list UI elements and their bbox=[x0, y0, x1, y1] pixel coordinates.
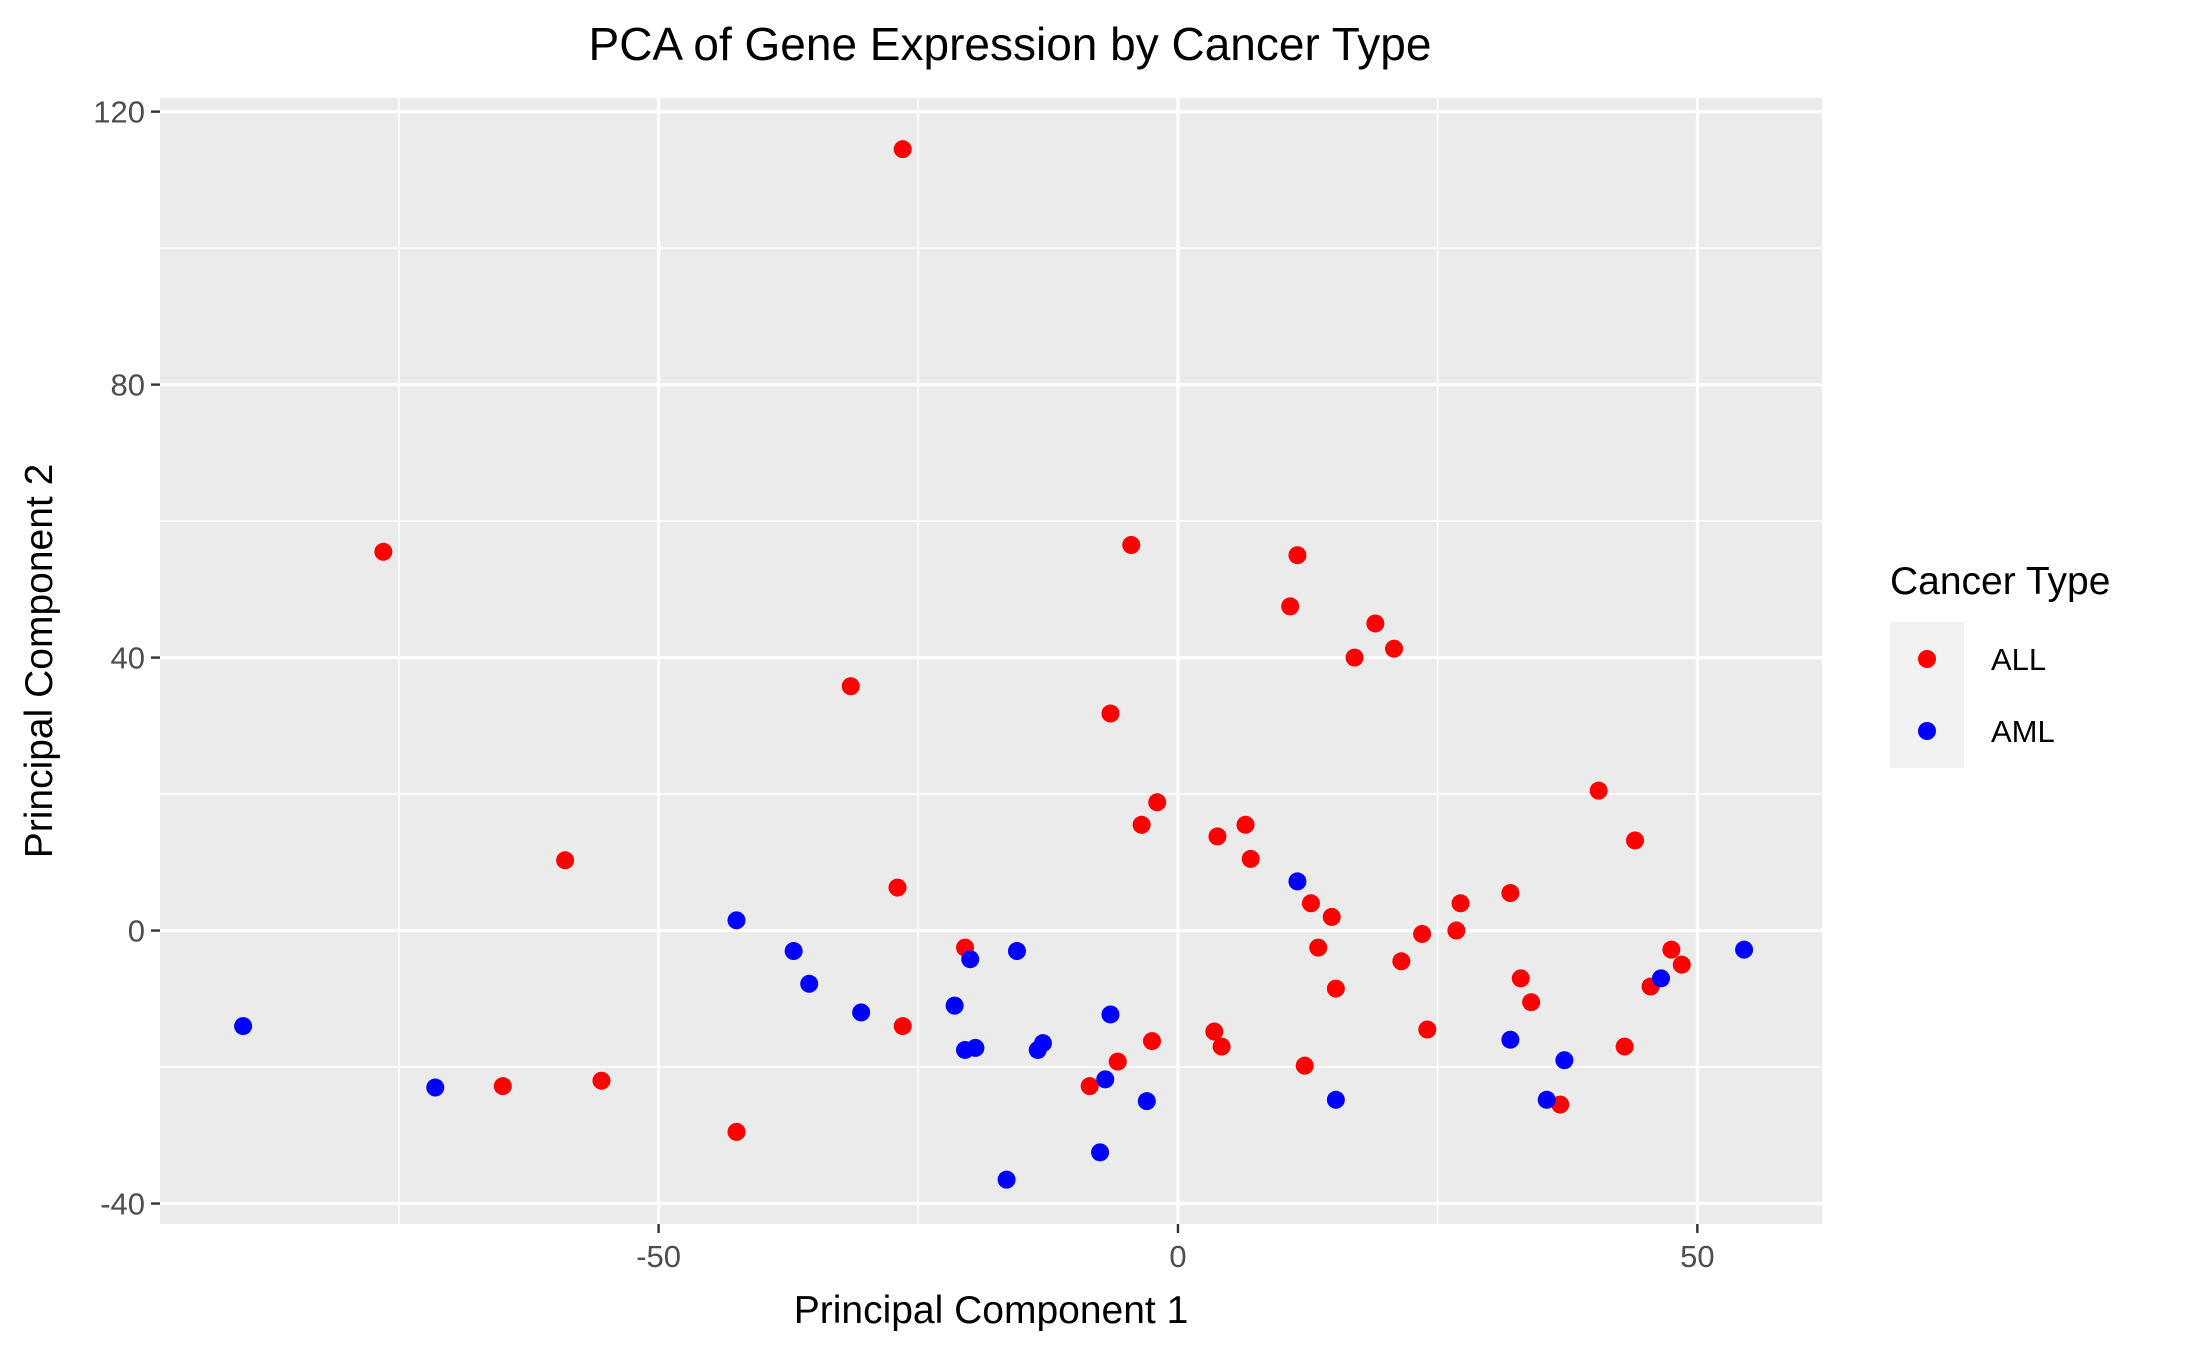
data-point-all bbox=[1080, 1077, 1099, 1096]
data-point-all bbox=[1451, 894, 1470, 913]
chart-title: PCA of Gene Expression by Cancer Type bbox=[589, 18, 1432, 70]
x-axis: -50 0 50 bbox=[636, 1224, 1715, 1274]
data-point-all bbox=[1241, 849, 1260, 868]
data-point-all bbox=[1626, 831, 1645, 850]
data-point-aml bbox=[1537, 1090, 1556, 1109]
data-point-aml bbox=[1033, 1034, 1052, 1053]
x-tick-label: -50 bbox=[636, 1239, 681, 1274]
data-point-all bbox=[1447, 921, 1466, 940]
y-tick-label: 40 bbox=[111, 641, 145, 676]
data-point-all bbox=[1413, 924, 1432, 943]
data-point-all bbox=[592, 1071, 611, 1090]
data-point-all bbox=[1662, 940, 1681, 959]
data-point-aml bbox=[1007, 942, 1026, 961]
data-point-all bbox=[1236, 815, 1255, 834]
data-point-all bbox=[1101, 704, 1120, 723]
data-point-aml bbox=[1501, 1030, 1520, 1049]
legend-key-aml bbox=[1918, 722, 1936, 740]
data-point-all bbox=[1345, 648, 1364, 667]
data-points bbox=[234, 140, 1754, 1189]
data-point-all bbox=[1322, 907, 1341, 926]
data-point-all bbox=[1288, 546, 1307, 565]
data-point-aml bbox=[1288, 872, 1307, 891]
data-point-all bbox=[893, 1017, 912, 1036]
data-point-all bbox=[1418, 1020, 1437, 1039]
data-point-aml bbox=[1326, 1090, 1345, 1109]
data-point-all bbox=[1281, 597, 1300, 616]
data-point-all bbox=[727, 1122, 746, 1141]
y-tick-label: 120 bbox=[93, 95, 145, 130]
legend-title: Cancer Type bbox=[1890, 560, 2110, 603]
data-point-aml bbox=[234, 1017, 253, 1036]
legend-key-background bbox=[1890, 622, 1964, 768]
data-point-all bbox=[1309, 938, 1328, 957]
data-point-all bbox=[1301, 894, 1320, 913]
data-point-all bbox=[1501, 884, 1520, 903]
y-axis: -40 0 40 80 120 bbox=[93, 95, 160, 1222]
plot-panel bbox=[160, 98, 1822, 1224]
data-point-aml bbox=[1096, 1070, 1115, 1089]
data-point-all bbox=[1143, 1032, 1162, 1051]
data-point-all bbox=[556, 851, 575, 870]
data-point-aml bbox=[966, 1038, 985, 1057]
data-point-all bbox=[841, 677, 860, 696]
gridlines bbox=[160, 98, 1822, 1224]
data-point-all bbox=[1551, 1095, 1570, 1114]
data-point-aml bbox=[784, 942, 803, 961]
x-axis-title: Principal Component 1 bbox=[794, 1289, 1189, 1332]
data-point-aml bbox=[961, 950, 980, 969]
data-point-all bbox=[1511, 969, 1530, 988]
data-point-all bbox=[493, 1077, 512, 1096]
data-point-aml bbox=[800, 974, 819, 993]
data-point-aml bbox=[1101, 1005, 1120, 1024]
data-point-all bbox=[1122, 535, 1141, 554]
data-point-aml bbox=[1651, 969, 1670, 988]
data-point-all bbox=[1615, 1037, 1634, 1056]
data-point-all bbox=[1326, 979, 1345, 998]
y-tick-label: -40 bbox=[100, 1187, 145, 1222]
data-point-aml bbox=[1137, 1092, 1156, 1111]
data-point-all bbox=[1208, 827, 1227, 846]
data-point-all bbox=[893, 140, 912, 159]
data-point-all bbox=[1366, 614, 1385, 633]
data-point-aml bbox=[852, 1003, 871, 1022]
legend: Cancer Type ALL AML bbox=[1890, 560, 2110, 768]
data-point-all bbox=[1205, 1022, 1224, 1041]
data-point-aml bbox=[997, 1170, 1016, 1189]
data-point-all bbox=[1392, 952, 1411, 971]
x-tick-label: 50 bbox=[1680, 1239, 1714, 1274]
data-point-all bbox=[1212, 1037, 1231, 1056]
data-point-all bbox=[374, 542, 393, 561]
data-point-all bbox=[888, 878, 907, 897]
data-point-aml bbox=[727, 911, 746, 930]
data-point-all bbox=[1522, 993, 1541, 1012]
data-point-aml bbox=[426, 1078, 445, 1097]
y-tick-label: 80 bbox=[111, 368, 145, 403]
data-point-all bbox=[1295, 1056, 1314, 1075]
data-point-all bbox=[1385, 639, 1404, 658]
data-point-all bbox=[1589, 781, 1608, 800]
x-tick-label: 0 bbox=[1169, 1239, 1186, 1274]
y-axis-title: Principal Component 2 bbox=[18, 464, 61, 859]
legend-key-all bbox=[1918, 650, 1936, 668]
data-point-aml bbox=[1555, 1051, 1574, 1070]
data-point-aml bbox=[1735, 940, 1754, 959]
data-point-all bbox=[1108, 1052, 1127, 1071]
data-point-all bbox=[1132, 815, 1151, 834]
data-point-aml bbox=[1091, 1143, 1110, 1162]
y-tick-label: 0 bbox=[128, 914, 145, 949]
data-point-aml bbox=[945, 996, 964, 1015]
data-point-all bbox=[1148, 793, 1167, 812]
legend-label-all: ALL bbox=[1991, 642, 2046, 677]
legend-label-aml: AML bbox=[1991, 714, 2055, 749]
data-point-all bbox=[1672, 955, 1691, 974]
